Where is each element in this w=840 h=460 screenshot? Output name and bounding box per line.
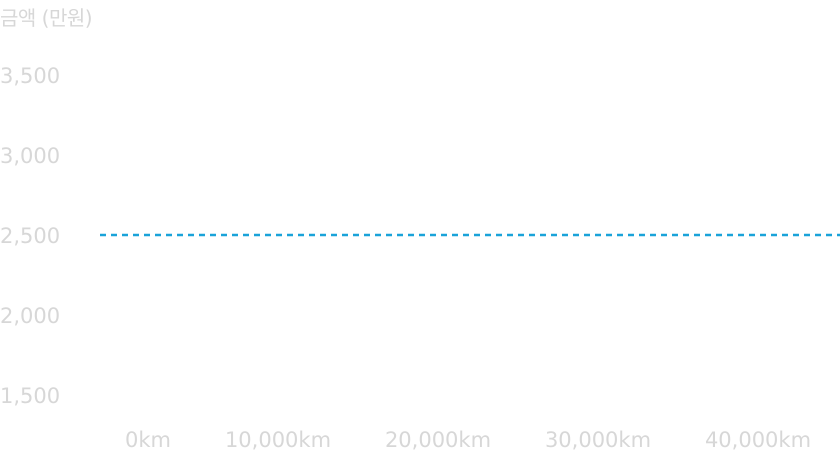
y-tick-label: 3,500 xyxy=(0,64,60,88)
y-axis-label: 금액 (만원) xyxy=(0,6,93,30)
y-tick-label: 2,500 xyxy=(0,224,60,248)
y-tick-label: 2,000 xyxy=(0,304,60,328)
x-tick-label: 30,000km xyxy=(545,428,651,452)
x-tick-label: 40,000km xyxy=(705,428,811,452)
x-tick-label: 10,000km xyxy=(225,428,331,452)
x-tick-label: 20,000km xyxy=(385,428,491,452)
x-tick-label: 0km xyxy=(125,428,171,452)
y-tick-label: 3,000 xyxy=(0,144,60,168)
y-tick-label: 1,500 xyxy=(0,384,60,408)
